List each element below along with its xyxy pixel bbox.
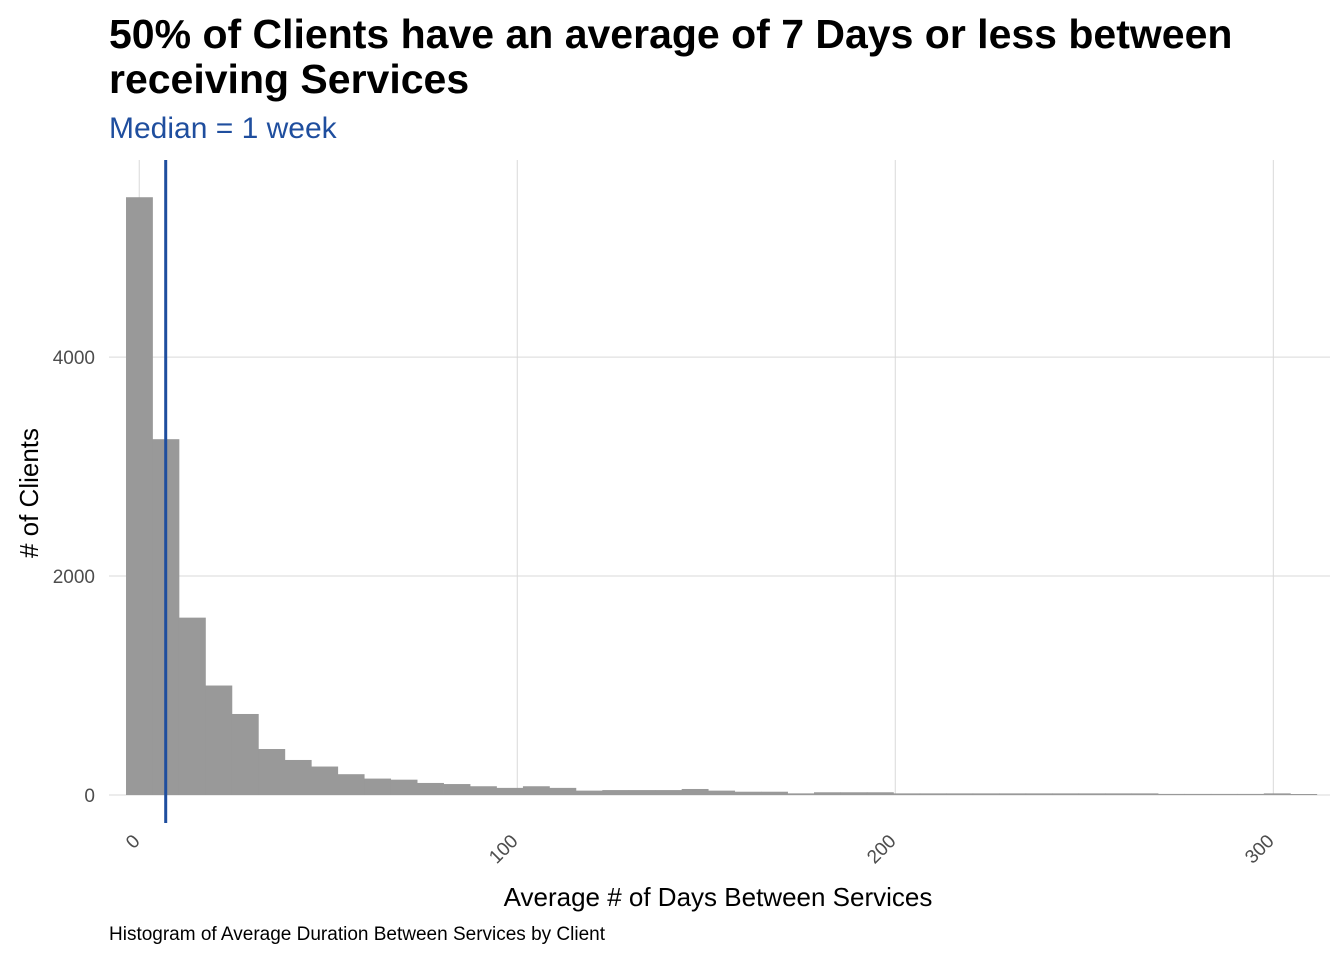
histogram-bar xyxy=(205,685,233,795)
histogram-bar xyxy=(258,749,286,795)
histogram-bar xyxy=(814,792,841,795)
y-tick-label: 4000 xyxy=(53,348,95,369)
histogram-bar xyxy=(522,786,550,795)
histogram-bar xyxy=(893,793,921,795)
histogram-bar xyxy=(734,791,762,795)
x-tick-label: 300 xyxy=(1241,831,1278,868)
x-tick-label: 100 xyxy=(485,831,522,868)
histogram-bar xyxy=(999,793,1027,795)
histogram-bar xyxy=(470,786,497,795)
chart-title: 50% of Clients have an average of 7 Days… xyxy=(109,11,1233,102)
histogram-bar xyxy=(417,782,444,795)
x-axis-label: Average # of Days Between Services xyxy=(504,882,933,912)
histogram-bar xyxy=(708,790,736,795)
x-tick-label: 200 xyxy=(863,831,900,868)
x-tick-label: 0 xyxy=(122,831,144,853)
histogram-bar xyxy=(866,792,894,795)
histogram-bar xyxy=(972,793,1000,795)
chart-caption: Histogram of Average Duration Between Se… xyxy=(109,924,606,945)
histogram-bar xyxy=(628,790,656,795)
histogram-bar xyxy=(311,766,339,795)
histogram-bar xyxy=(1131,793,1159,795)
histogram-bar xyxy=(946,793,974,795)
histogram-bar xyxy=(1237,793,1265,795)
histogram-bar xyxy=(840,792,868,795)
histogram-bar xyxy=(761,791,788,795)
chart-subtitle: Median = 1 week xyxy=(109,112,337,145)
histogram-bar xyxy=(1105,793,1132,795)
histogram-bar xyxy=(1210,793,1238,795)
y-tick-label: 2000 xyxy=(53,567,95,588)
histogram-bar xyxy=(787,793,815,795)
histogram-bar xyxy=(575,790,603,795)
histogram-bar xyxy=(284,759,312,795)
histogram-bar xyxy=(1078,793,1106,795)
histogram-bar xyxy=(496,787,524,795)
histogram-bar xyxy=(337,774,365,795)
histogram-bar xyxy=(231,713,259,795)
histogram-bar xyxy=(1184,793,1212,795)
histogram-bar xyxy=(1052,793,1080,795)
grid-lines xyxy=(109,160,1330,796)
histogram-bar xyxy=(549,787,577,795)
histogram-bars xyxy=(126,197,1318,796)
histogram-bar xyxy=(655,790,683,795)
histogram-bar xyxy=(126,197,153,796)
histogram-bar xyxy=(1025,793,1053,795)
histogram-bar xyxy=(390,779,418,795)
histogram-bar xyxy=(178,617,206,795)
histogram-bar xyxy=(919,793,947,795)
histogram-bar xyxy=(1158,793,1185,795)
y-axis-label: # of Clients xyxy=(14,428,44,558)
histogram-bar xyxy=(602,790,630,795)
y-tick-label: 0 xyxy=(84,786,95,807)
histogram-bar xyxy=(681,788,709,795)
histogram-bar xyxy=(364,778,392,795)
histogram-bar xyxy=(1263,793,1291,795)
histogram-bar xyxy=(443,784,471,795)
histogram-bar xyxy=(1290,794,1318,795)
